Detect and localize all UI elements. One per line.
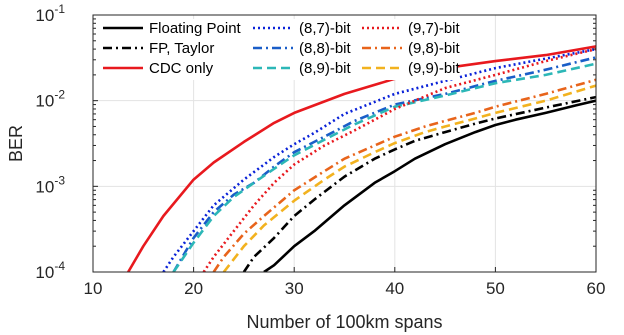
series-line [162, 47, 596, 272]
plot-frame [92, 14, 597, 273]
y-tick-exponent: -3 [54, 173, 65, 187]
series-line [172, 56, 596, 272]
y-tick-exponent: -1 [54, 2, 65, 16]
x-tick-label: 20 [184, 279, 203, 298]
legend-label: Floating Point [149, 20, 242, 37]
legend-label: CDC only [149, 60, 214, 77]
x-tick-label: 10 [84, 279, 103, 298]
y-axis-title: BER [6, 125, 26, 162]
legend-label: (9,8)-bit [408, 40, 461, 57]
series-line [242, 95, 596, 272]
legend-label: (8,8)-bit [299, 40, 352, 57]
x-tick-label: 50 [486, 279, 505, 298]
y-tick-exponent: -2 [54, 88, 65, 102]
legend: Floating Point FP, Taylor CDC only (8,7)-bi… [100, 19, 461, 80]
series-layer [127, 45, 596, 272]
x-tick-label: 60 [587, 279, 606, 298]
legend-label: FP, Taylor [149, 40, 214, 57]
series-line [212, 78, 596, 272]
legend-label: (8,9)-bit [299, 60, 352, 77]
x-tick-label: 40 [385, 279, 404, 298]
series-line [172, 62, 596, 272]
y-tick-exponent: -4 [54, 259, 65, 273]
series-line [127, 45, 596, 272]
legend-label: (9,7)-bit [408, 20, 461, 37]
series-line [263, 99, 596, 272]
x-tick-label: 30 [285, 279, 304, 298]
legend-label: (9,9)-bit [408, 60, 461, 77]
x-axis-title: Number of 100km spans [246, 312, 442, 332]
series-line [202, 47, 596, 272]
legend-label: (8,7)-bit [299, 20, 352, 37]
